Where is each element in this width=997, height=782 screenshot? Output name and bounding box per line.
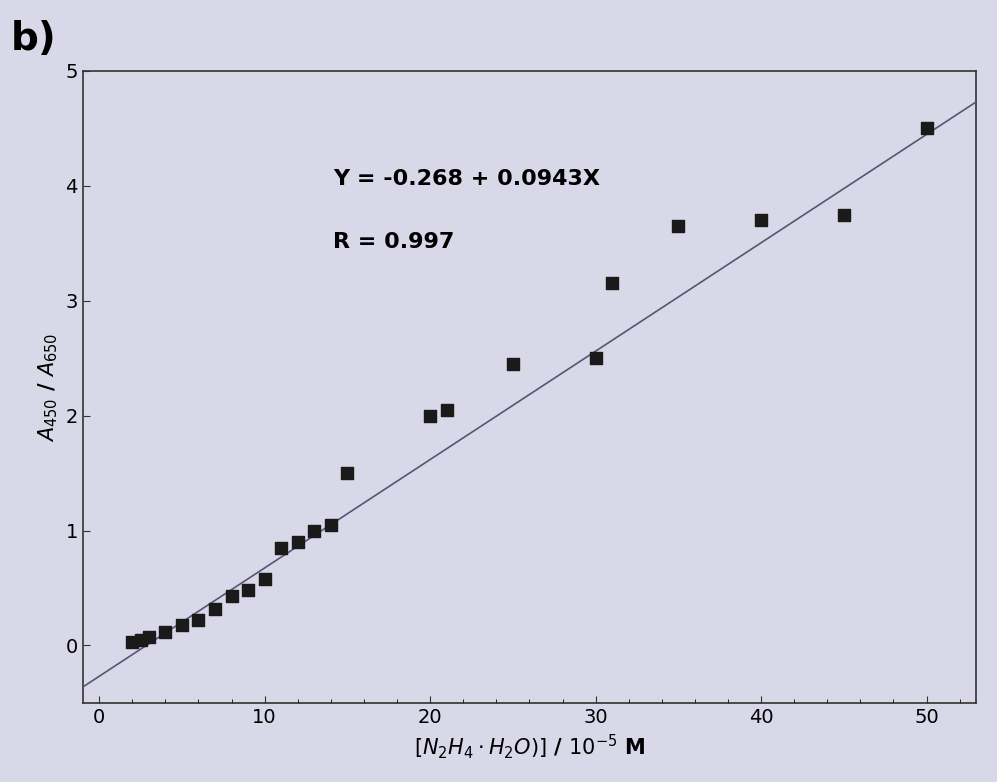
Point — [256, 572, 272, 585]
Point — [439, 404, 455, 416]
Point — [125, 636, 141, 648]
Point — [323, 518, 339, 531]
Point — [339, 467, 355, 479]
Point — [141, 631, 157, 644]
Point — [918, 122, 934, 135]
Point — [587, 352, 603, 364]
Point — [207, 602, 223, 615]
Point — [670, 220, 686, 232]
Point — [158, 626, 173, 638]
Point — [173, 619, 189, 631]
Point — [504, 357, 520, 370]
Point — [223, 590, 239, 602]
Text: R = 0.997: R = 0.997 — [333, 231, 455, 252]
Y-axis label: $A_{450}$ / $A_{650}$: $A_{450}$ / $A_{650}$ — [36, 332, 60, 442]
Point — [604, 278, 620, 290]
Point — [422, 410, 438, 422]
Point — [753, 214, 769, 227]
X-axis label: $[N_2H_4 \cdot H_2O)]$ / $10^{-5}$ M: $[N_2H_4 \cdot H_2O)]$ / $10^{-5}$ M — [414, 733, 645, 761]
Point — [306, 524, 322, 536]
Point — [290, 536, 306, 548]
Point — [240, 584, 256, 597]
Point — [835, 208, 851, 221]
Point — [133, 633, 149, 646]
Text: b): b) — [11, 20, 57, 58]
Point — [273, 542, 289, 554]
Text: Y = -0.268 + 0.0943X: Y = -0.268 + 0.0943X — [333, 169, 600, 188]
Point — [190, 614, 206, 626]
